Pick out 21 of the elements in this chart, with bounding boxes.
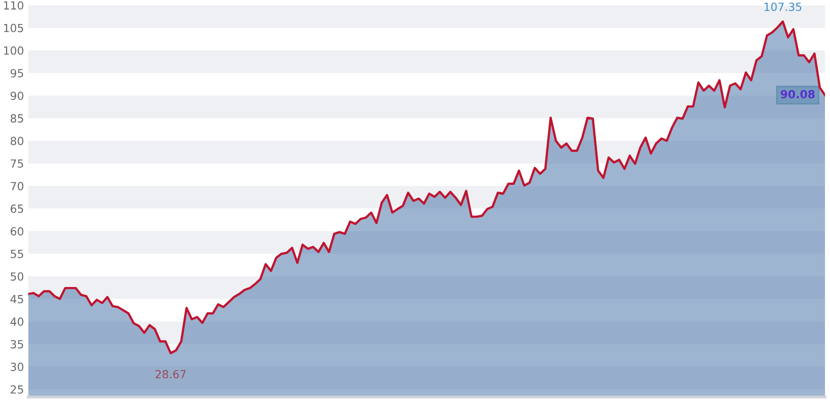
y-tick-label: 90	[10, 92, 24, 100]
y-tick-label: 45	[10, 295, 24, 304]
y-tick-label: 80	[10, 136, 24, 146]
y-tick-label: 85	[10, 114, 24, 123]
y-tick-label: 110	[4, 1, 24, 10]
annotation: 28.67	[156, 370, 186, 378]
y-tick-label: 95	[10, 68, 24, 78]
y-tick-label: 55	[10, 250, 24, 258]
annotation: 107.35	[764, 2, 802, 12]
y-tick-label: 35	[10, 340, 24, 348]
y-tick-label: 65	[10, 204, 24, 213]
y-tick-label: 70	[10, 182, 24, 190]
y-tick-label: 50	[10, 272, 24, 281]
y-tick-label: 75	[10, 159, 24, 168]
annotation: 90.08	[780, 90, 815, 98]
y-tick-label: 100	[4, 46, 24, 55]
y-tick-label: 60	[10, 227, 24, 236]
y-tick-label: 30	[10, 362, 24, 372]
y-tick-label: 25	[10, 385, 24, 394]
y-tick-label: 40	[10, 317, 24, 326]
y-tick-label: 105	[4, 24, 24, 32]
